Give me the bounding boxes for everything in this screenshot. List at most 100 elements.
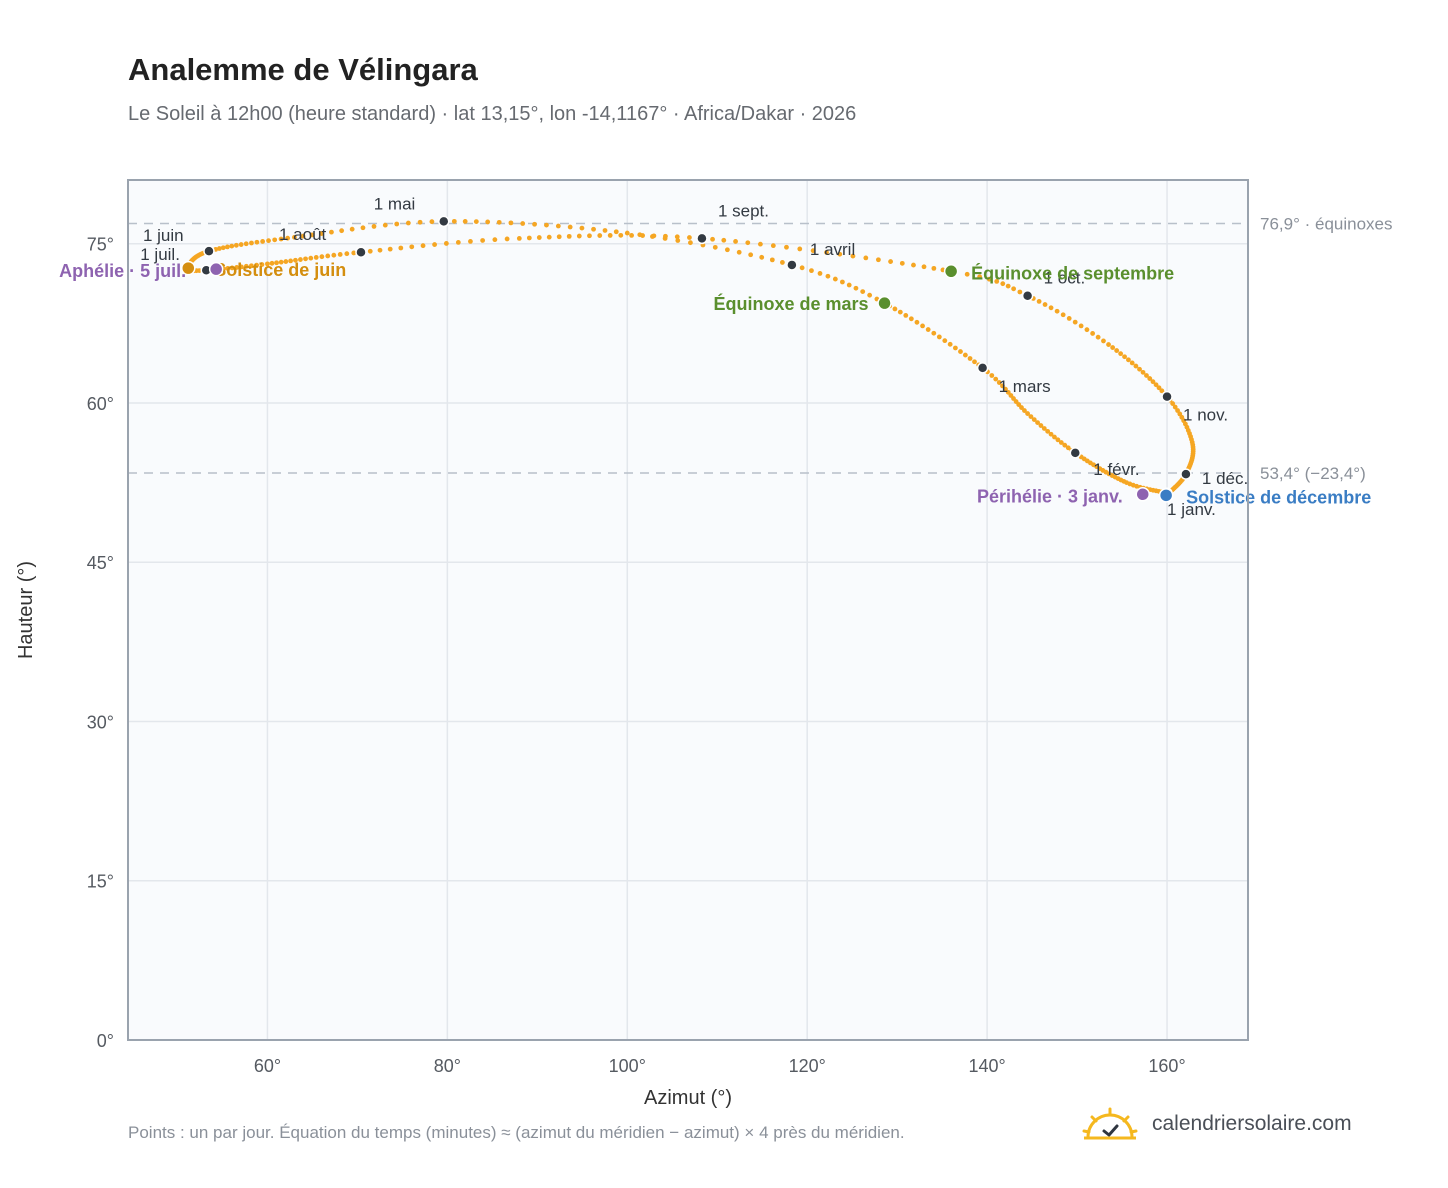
- daily-sun-point: [597, 233, 603, 238]
- daily-sun-point: [1140, 369, 1146, 375]
- daily-sun-point: [1126, 357, 1131, 363]
- daily-sun-point: [733, 239, 738, 244]
- daily-sun-point: [1048, 431, 1054, 437]
- daily-sun-point: [283, 259, 289, 264]
- daily-sun-point: [663, 233, 668, 239]
- daily-sun-point: [989, 373, 995, 378]
- daily-sun-point: [382, 222, 388, 228]
- daily-sun-point: [863, 255, 869, 261]
- daily-sun-point: [234, 265, 240, 270]
- daily-sun-point: [651, 233, 657, 239]
- daily-sun-point: [986, 276, 992, 282]
- daily-sun-point: [839, 279, 845, 285]
- daily-sun-point: [504, 236, 510, 242]
- event-marker-label: Solstice de décembre: [1186, 487, 1371, 507]
- daily-sun-point: [1129, 360, 1135, 366]
- daily-sun-point: [1084, 327, 1090, 333]
- daily-sun-point: [770, 243, 776, 249]
- axes: 60° 80° 100° 120° 140° 160° 0° 15° 30° 45° 60° 75° A…: [15, 179, 1249, 1109]
- daily-sun-point: [712, 244, 718, 250]
- daily-sun-point: [429, 219, 435, 225]
- month-marker-label: 1 janv.: [1167, 500, 1216, 519]
- daily-sun-point: [351, 250, 357, 256]
- event-marker-dot: [877, 295, 892, 311]
- daily-sun-point: [1060, 312, 1066, 318]
- daily-sun-point: [259, 262, 265, 267]
- month-marker-label: 1 févr.: [1093, 460, 1139, 479]
- daily-sun-point: [229, 243, 235, 249]
- daily-sun-point: [377, 247, 383, 253]
- daily-sun-point: [1058, 440, 1064, 445]
- daily-sun-point: [1008, 393, 1014, 398]
- month-marker-label: 1 mars: [999, 377, 1051, 396]
- daily-sun-point: [1025, 411, 1030, 416]
- daily-sun-point: [837, 251, 843, 257]
- daily-sun-point: [748, 252, 754, 258]
- daily-sun-point: [931, 265, 937, 271]
- daily-sun-point: [993, 376, 999, 382]
- daily-sun-point: [824, 250, 829, 255]
- daily-sun-point: [921, 264, 927, 270]
- daily-sun-point: [1066, 316, 1072, 321]
- daily-sun-point: [903, 312, 909, 318]
- month-marker-dot: [203, 245, 215, 257]
- daily-sun-point: [254, 239, 260, 245]
- daily-sun-point: [1042, 302, 1048, 307]
- event-marker-label: Solstice de juin: [214, 260, 346, 280]
- daily-sun-point: [1090, 331, 1096, 336]
- month-marker-label: 1 avril: [810, 240, 855, 259]
- daily-sun-point: [908, 316, 914, 322]
- daily-sun-point: [579, 225, 585, 231]
- event-marker-dot: [181, 260, 196, 276]
- month-marker-dot: [1021, 289, 1034, 302]
- daily-sun-point: [266, 238, 271, 244]
- month-marker-label: 1 sept.: [718, 201, 769, 220]
- daily-sun-point: [532, 221, 537, 227]
- sun-logo-icon: [1082, 1107, 1138, 1140]
- daily-sun-point: [1048, 305, 1054, 311]
- daily-sun-point: [972, 359, 977, 365]
- daily-sun-point: [1000, 281, 1006, 287]
- daily-sun-point: [526, 235, 532, 241]
- daily-sun-point: [591, 226, 596, 232]
- daily-sun-point: [1133, 363, 1139, 369]
- y-tick-label: 60°: [87, 394, 114, 414]
- daily-sun-point: [920, 323, 925, 329]
- daily-sun-point: [344, 251, 350, 257]
- daily-sun-point: [875, 257, 881, 263]
- month-marker-dot: [1069, 447, 1082, 459]
- daily-sun-point: [1011, 286, 1017, 292]
- x-axis-title: Azimut (°): [644, 1087, 732, 1109]
- event-markers: Équinoxe de mars Équinoxe de septembre Sol…: [59, 260, 1371, 507]
- month-marker-dot: [1180, 468, 1192, 480]
- daily-sun-point: [417, 219, 423, 225]
- daily-sun-point: [1035, 420, 1040, 425]
- daily-sun-point: [624, 230, 630, 236]
- daily-sun-point: [349, 226, 355, 232]
- brand-name: calendriersolaire.com: [1152, 1112, 1352, 1135]
- y-tick-label: 0°: [97, 1031, 114, 1051]
- daily-sun-point: [1017, 289, 1023, 295]
- daily-sun-point: [1110, 345, 1116, 350]
- daily-sun-point: [1005, 283, 1011, 289]
- daily-sun-point: [576, 233, 582, 239]
- month-marker-dot: [786, 259, 798, 271]
- daily-sun-point: [911, 262, 916, 268]
- month-marker-label: 1 août: [279, 225, 327, 244]
- daily-sun-point: [759, 254, 765, 260]
- daily-sun-point: [846, 282, 852, 288]
- daily-sun-point: [1022, 408, 1027, 413]
- month-marker-label: 1 juil.: [140, 245, 180, 264]
- daily-sun-point: [229, 265, 235, 271]
- daily-sun-point: [780, 260, 785, 265]
- y-axis-title: Hauteur (°): [15, 561, 37, 659]
- x-tick-label: 60°: [254, 1056, 281, 1076]
- daily-sun-point: [292, 234, 297, 240]
- daily-sun-point: [1172, 404, 1178, 410]
- daily-sun-point: [724, 247, 730, 253]
- brand[interactable]: calendriersolaire.com: [1082, 1104, 1352, 1144]
- daily-sun-point: [958, 349, 963, 354]
- daily-sun-point: [313, 255, 319, 260]
